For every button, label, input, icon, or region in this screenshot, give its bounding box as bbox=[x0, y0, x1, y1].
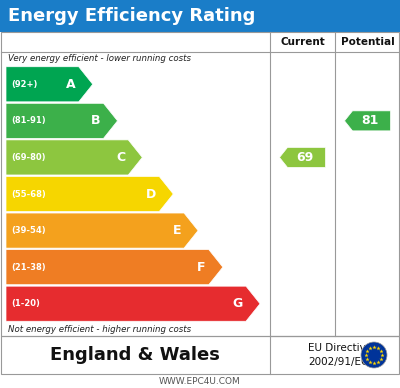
Text: (39-54): (39-54) bbox=[11, 226, 46, 235]
Text: 81: 81 bbox=[361, 114, 378, 127]
Text: EU Directive
2002/91/EC: EU Directive 2002/91/EC bbox=[308, 343, 372, 367]
Text: (69-80): (69-80) bbox=[11, 153, 46, 162]
Text: (21-38): (21-38) bbox=[11, 263, 46, 272]
Text: Very energy efficient - lower running costs: Very energy efficient - lower running co… bbox=[8, 54, 191, 63]
Polygon shape bbox=[6, 213, 198, 248]
Text: (55-68): (55-68) bbox=[11, 189, 46, 199]
Text: F: F bbox=[197, 261, 206, 274]
Polygon shape bbox=[6, 103, 118, 139]
Text: C: C bbox=[116, 151, 125, 164]
Bar bbox=[1, 32, 399, 336]
Text: WWW.EPC4U.COM: WWW.EPC4U.COM bbox=[159, 376, 241, 386]
Text: 69: 69 bbox=[296, 151, 313, 164]
Text: Not energy efficient - higher running costs: Not energy efficient - higher running co… bbox=[8, 325, 191, 334]
Polygon shape bbox=[344, 111, 390, 131]
Text: B: B bbox=[91, 114, 100, 127]
Text: A: A bbox=[66, 78, 76, 91]
Text: England & Wales: England & Wales bbox=[50, 346, 220, 364]
Polygon shape bbox=[6, 67, 93, 102]
Circle shape bbox=[361, 342, 387, 368]
Text: Potential: Potential bbox=[341, 37, 394, 47]
Polygon shape bbox=[280, 147, 326, 168]
Text: G: G bbox=[233, 297, 243, 310]
Text: Energy Efficiency Rating: Energy Efficiency Rating bbox=[8, 7, 255, 25]
Text: D: D bbox=[146, 187, 156, 201]
Polygon shape bbox=[6, 177, 173, 211]
Bar bbox=[0, 0, 400, 32]
Polygon shape bbox=[6, 140, 142, 175]
Text: Current: Current bbox=[280, 37, 325, 47]
Polygon shape bbox=[6, 286, 260, 321]
Bar bbox=[1, 336, 399, 374]
Text: (81-91): (81-91) bbox=[11, 116, 46, 125]
Text: (92+): (92+) bbox=[11, 80, 37, 89]
Text: (1-20): (1-20) bbox=[11, 299, 40, 308]
Polygon shape bbox=[6, 249, 223, 285]
Text: E: E bbox=[172, 224, 181, 237]
